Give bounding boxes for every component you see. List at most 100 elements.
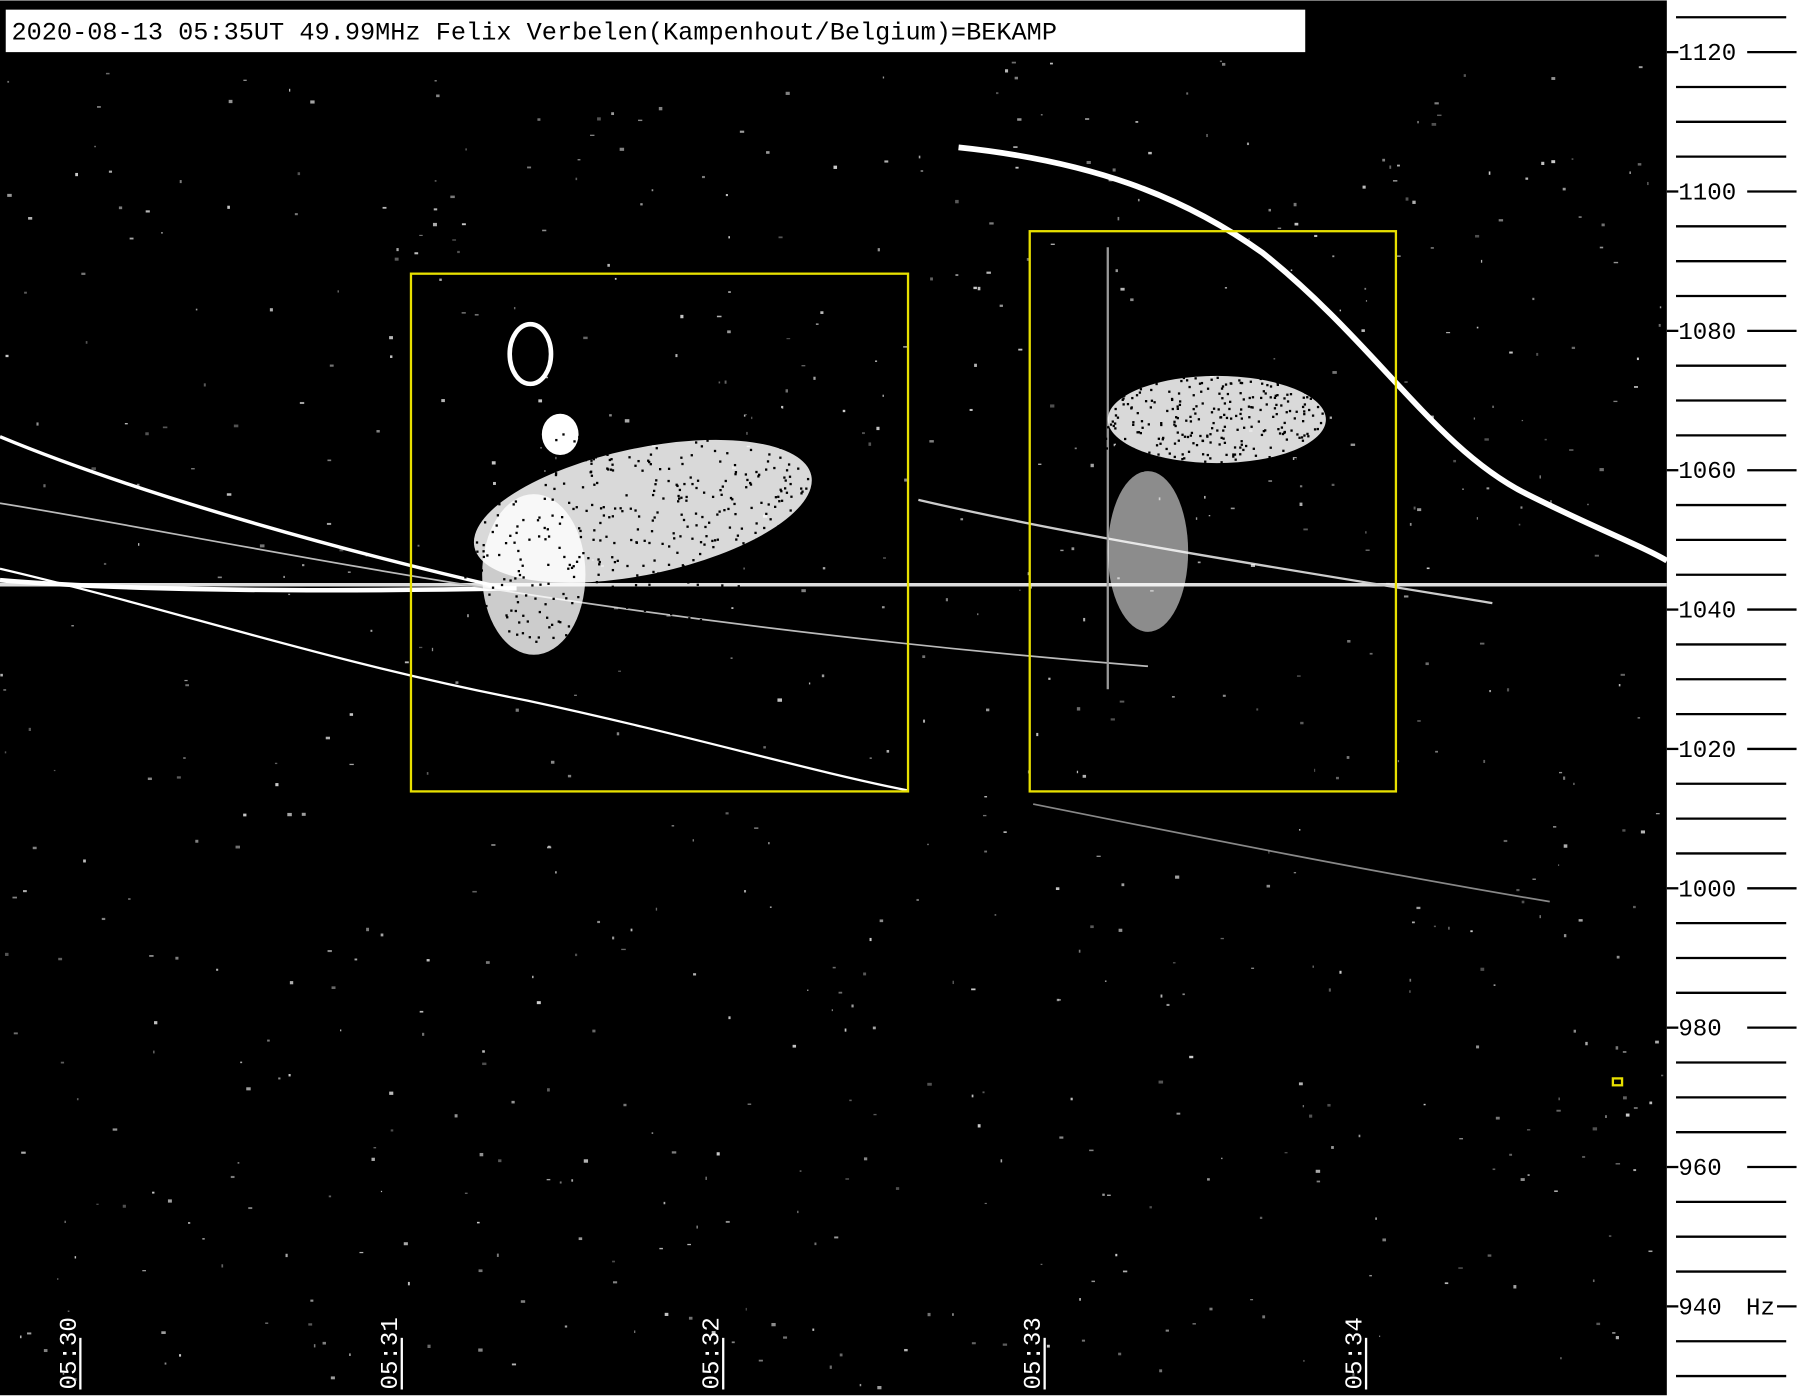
speckle [1176,471,1179,474]
speckle [575,177,578,181]
speckle [1217,408,1220,411]
speckle [4,751,7,754]
speckle [243,79,247,81]
speckle [1309,1114,1313,1118]
speckle [511,1363,517,1366]
speckle [1269,396,1272,399]
speckle [376,430,380,433]
speckle [7,80,10,83]
speckle [390,1129,394,1132]
speckle [474,313,479,316]
speckle [757,475,760,478]
speckle [455,681,459,684]
speckle [683,622,686,626]
speckle [554,473,558,477]
speckle [1276,382,1279,385]
speckle [1267,463,1270,467]
speckle [433,208,438,211]
trail [0,577,517,593]
speckle [1276,383,1279,387]
speckle [1197,418,1201,421]
speckle [1057,999,1061,1001]
speckle [879,919,884,923]
speckle [1168,452,1171,455]
speckle [1596,1322,1601,1326]
speckle [326,522,332,525]
speckle [28,216,33,220]
speckle [479,1152,484,1157]
speckle [555,456,557,460]
speckle [1245,444,1248,448]
speckle [651,189,654,192]
speckle [1293,872,1297,874]
speckle [681,462,684,466]
speckle [877,248,880,252]
speckle [989,222,994,225]
speckle [728,291,731,293]
speckle [682,518,686,522]
speckle [1509,351,1513,354]
speckle [1308,408,1311,412]
speckle [1317,454,1320,458]
speckle [768,453,771,456]
speckle [635,414,638,417]
speckle [652,570,655,574]
speckle [955,199,959,204]
speckle [619,147,625,151]
speckle [1352,1372,1355,1377]
speckle [597,920,601,924]
speckle [659,593,662,597]
speckle [750,428,753,431]
speckle [1303,528,1308,531]
speckle [153,1050,155,1054]
speckle [638,119,643,122]
speckle [740,423,743,426]
speckle [1176,431,1179,434]
speckle [787,435,790,438]
speckle [710,558,713,562]
speckle [1556,1109,1561,1112]
speckle [577,595,580,599]
speckle [884,160,889,163]
speckle [235,845,240,849]
frequency-tick-label: 940 [1678,1295,1721,1322]
speckle [658,468,662,471]
speckle [1250,425,1253,428]
speckle [670,613,673,616]
speckle [1201,439,1204,442]
speckle [535,640,538,643]
speckle [1532,297,1535,301]
speckle [678,598,681,601]
speckle [711,434,714,437]
speckle [1216,376,1219,380]
speckle [543,497,546,500]
speckle [649,453,653,456]
speckle [789,542,792,545]
speckle [532,975,534,979]
speckle [1409,522,1412,526]
speckle [1571,346,1576,350]
speckle [614,443,617,446]
speckle [1433,925,1436,928]
speckle [669,617,673,620]
speckle [1243,426,1246,429]
speckle [721,485,724,488]
speckle [639,635,642,638]
speckle [1249,380,1252,383]
speckle [1226,473,1229,476]
speckle [585,509,588,513]
speckle [1186,435,1190,439]
speckle [1429,415,1434,419]
speckle [1178,400,1182,403]
time-tick-label: 05:31 [378,1317,405,1389]
speckle [1483,759,1486,763]
speckle [1107,1194,1111,1196]
speckle [537,636,540,639]
speckle [1132,421,1135,424]
speckle [513,541,516,544]
speckle [590,462,593,465]
speckle [804,537,807,540]
speckle [539,583,542,586]
speckle [464,576,467,579]
speckle [465,513,468,516]
